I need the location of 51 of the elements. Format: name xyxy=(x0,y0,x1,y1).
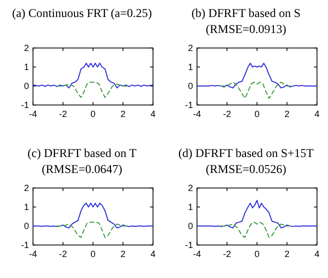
y-tick-label: 2 xyxy=(24,183,29,193)
x-tick-label: -2 xyxy=(222,249,232,259)
line-series xyxy=(56,82,130,98)
x-tick-label: 4 xyxy=(314,249,320,259)
x-tick-label: 0 xyxy=(254,109,260,119)
y-tick-label: 0 xyxy=(24,81,29,91)
y-tick-label: -1 xyxy=(184,240,193,250)
line-series xyxy=(197,200,317,228)
y-tick-label: 1 xyxy=(188,202,193,212)
x-tick-label: 0 xyxy=(90,109,96,119)
chart-subtitle: (RMSE=0.0526) xyxy=(206,162,286,176)
y-tick-label: -1 xyxy=(20,100,29,110)
y-tick-label: 0 xyxy=(24,221,29,231)
chart-subtitle: (RMSE=0.0647) xyxy=(42,162,122,176)
x-tick-label: 2 xyxy=(284,249,290,259)
chart-subtitle: (RMSE=0.0913) xyxy=(206,22,286,36)
x-tick-label: 4 xyxy=(314,109,320,119)
x-tick-label: 2 xyxy=(120,109,126,119)
y-tick-label: 2 xyxy=(24,43,29,53)
x-tick-label: -4 xyxy=(192,249,202,259)
x-tick-label: 0 xyxy=(90,249,96,259)
chart-title: (a) Continuous FRT (a=0.25) xyxy=(12,6,152,20)
x-tick-label: 2 xyxy=(284,109,290,119)
line-series xyxy=(220,222,294,238)
y-tick-label: 1 xyxy=(188,62,193,72)
x-tick-label: 4 xyxy=(150,249,156,259)
x-tick-label: -4 xyxy=(192,109,202,119)
x-tick-label: -2 xyxy=(58,249,68,259)
line-series xyxy=(33,62,153,88)
line-series xyxy=(197,62,317,88)
y-tick-label: 0 xyxy=(188,221,193,231)
x-tick-label: -2 xyxy=(58,109,68,119)
y-tick-label: 2 xyxy=(188,183,193,193)
y-tick-label: 1 xyxy=(24,202,29,212)
x-tick-label: 2 xyxy=(120,249,126,259)
line-series xyxy=(220,82,294,99)
chart-title: (c) DFRFT based on T xyxy=(28,146,138,160)
chart-title: (b) DFRFT based on S xyxy=(191,6,301,20)
x-tick-label: 4 xyxy=(150,109,156,119)
line-series xyxy=(56,222,130,238)
y-tick-label: 2 xyxy=(188,43,193,53)
line-series xyxy=(33,202,153,228)
y-tick-label: 1 xyxy=(24,62,29,72)
x-tick-label: -4 xyxy=(28,249,38,259)
x-tick-label: 0 xyxy=(254,249,260,259)
y-tick-label: 0 xyxy=(188,81,193,91)
y-tick-label: -1 xyxy=(20,240,29,250)
chart-title: (d) DFRFT based on S+15T xyxy=(178,146,314,160)
x-tick-label: -2 xyxy=(222,109,232,119)
x-tick-label: -4 xyxy=(28,109,38,119)
y-tick-label: -1 xyxy=(184,100,193,110)
